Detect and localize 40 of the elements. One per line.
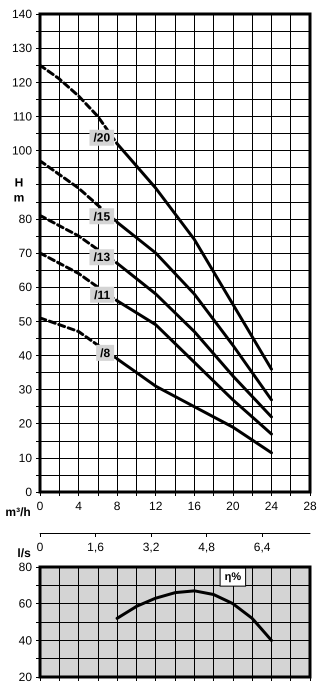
series-label: /8 (100, 346, 110, 360)
y-tick-label: 40 (18, 348, 32, 362)
x-axis-title: m³/h (5, 505, 31, 519)
y-tick-label: 50 (18, 314, 32, 328)
y-tick-label: 100 (12, 144, 32, 158)
x-tick-label: 20 (226, 499, 240, 513)
y-tick-label: 40 (18, 633, 32, 648)
y-tick-label: 20 (18, 416, 32, 431)
x-tick-label: 8 (114, 499, 121, 513)
x-tick-label: 0 (36, 499, 44, 513)
x2-tick-label: 3,2 (142, 540, 160, 554)
x2-tick-label: 1,6 (87, 540, 104, 554)
y-tick-label: 60 (18, 596, 32, 611)
y-axis-title: H m (14, 176, 24, 204)
y-tick-label: 140 (12, 7, 32, 21)
y-tick-label: 120 (12, 75, 32, 90)
series-label: /15 (93, 209, 110, 224)
x2-tick-label: 0 (36, 540, 44, 554)
y-tick-label: 80 (18, 560, 32, 574)
y-tick-label: 70 (18, 246, 32, 260)
y-tick-label: 20 (18, 670, 32, 684)
y-tick-label: 130 (12, 41, 32, 56)
series-label: /13 (93, 250, 110, 264)
x-tick-label: 16 (188, 499, 202, 513)
x-tick-label: 24 (264, 499, 278, 513)
x-tick-label: 28 (303, 499, 317, 513)
y-tick-label: 110 (12, 109, 32, 124)
x2-axis-title: l/s (17, 546, 32, 560)
y-tick-label: 30 (18, 382, 32, 397)
x2-tick-label: 6,4 (254, 540, 271, 554)
y-tick-label: 0 (25, 485, 32, 499)
y-tick-label: 60 (18, 280, 32, 294)
y-tick-label: 80 (18, 212, 32, 226)
x2-tick-label: 4,8 (198, 540, 216, 554)
x-tick-label: 4 (75, 499, 82, 513)
x-tick-label: 12 (149, 499, 163, 513)
series-label: η% (224, 571, 242, 584)
series-label: /20 (93, 130, 110, 145)
y-tick-label: 10 (18, 450, 32, 465)
series-label: /11 (94, 288, 110, 302)
